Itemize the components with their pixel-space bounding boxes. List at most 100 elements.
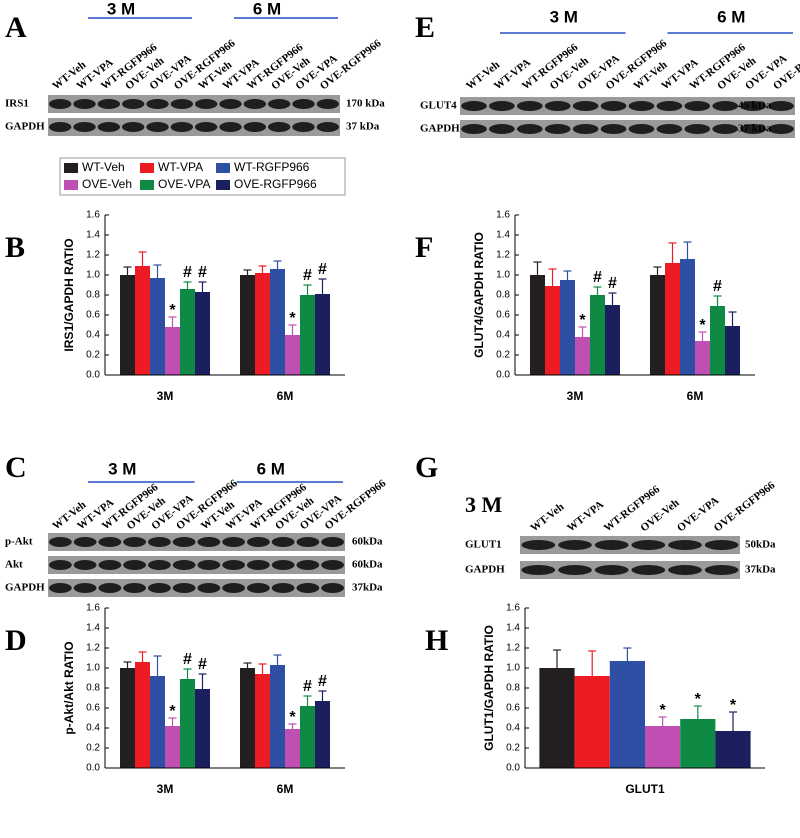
band: [558, 540, 592, 550]
band: [704, 565, 739, 575]
y-tick-label: 0.8: [506, 683, 520, 694]
bar: [574, 676, 610, 768]
bar: [255, 674, 270, 768]
bar: [135, 266, 150, 375]
group-label: 3 M: [550, 7, 578, 26]
group-label: 6 M: [257, 459, 285, 478]
bar: [530, 275, 545, 375]
band: [219, 122, 242, 132]
row-label: GAPDH: [5, 121, 45, 133]
band: [147, 560, 171, 570]
band: [594, 565, 629, 575]
band: [684, 101, 711, 111]
significance-marker: *: [730, 697, 737, 714]
y-tick-label: 0.8: [86, 683, 100, 694]
bar: [195, 689, 210, 768]
band: [222, 583, 246, 593]
band: [73, 122, 96, 132]
bar: [135, 662, 150, 768]
group-label: 3 M: [108, 459, 136, 478]
legend-label: OVE-Veh: [82, 177, 132, 191]
legend-label: WT-VPA: [158, 160, 203, 174]
band: [172, 537, 196, 547]
band: [600, 101, 627, 111]
y-tick-label: 1.4: [496, 230, 510, 241]
y-tick-label: 0.2: [496, 350, 510, 361]
band: [271, 537, 295, 547]
legend-label: OVE-RGFP966: [234, 177, 317, 191]
y-tick-label: 1.0: [506, 663, 520, 674]
significance-marker: #: [318, 261, 327, 278]
blot-strip: [48, 118, 340, 136]
band: [544, 124, 571, 134]
band: [172, 583, 196, 593]
row-label: p-Akt: [5, 536, 33, 548]
y-tick-label: 1.2: [86, 250, 100, 261]
band: [123, 583, 147, 593]
bar: [695, 341, 710, 375]
x-tick-label: 3M: [567, 389, 584, 403]
kda-label: 170 kDa: [346, 98, 385, 110]
band: [321, 537, 345, 547]
band: [48, 560, 72, 570]
y-tick-label: 1.0: [86, 663, 100, 674]
bar: [285, 335, 300, 375]
significance-marker: *: [169, 302, 176, 319]
band: [197, 560, 221, 570]
y-axis-label: IRS1/GAPDH RATIO: [62, 238, 76, 351]
y-tick-label: 0.8: [496, 290, 510, 301]
significance-marker: #: [713, 278, 722, 295]
y-tick-label: 1.2: [506, 643, 520, 654]
y-tick-label: 1.6: [496, 210, 510, 221]
bar: [285, 729, 300, 768]
blot-strip: [48, 95, 340, 113]
kda-label: 60kDa: [352, 536, 383, 548]
band: [73, 560, 97, 570]
y-tick-label: 0.6: [86, 703, 100, 714]
band: [219, 99, 242, 109]
y-tick-label: 0.4: [86, 330, 100, 341]
row-label: Akt: [5, 559, 23, 571]
blot-strip: [48, 556, 345, 574]
row-label: GAPDH: [5, 582, 45, 594]
bar: [150, 278, 165, 375]
significance-marker: *: [699, 317, 706, 334]
y-tick-label: 0.0: [496, 370, 510, 381]
band: [48, 122, 72, 132]
band: [704, 540, 739, 550]
band: [572, 101, 599, 111]
band: [271, 583, 295, 593]
band: [489, 101, 515, 111]
bar: [120, 275, 135, 375]
band: [197, 583, 221, 593]
band: [296, 583, 320, 593]
band: [73, 99, 96, 109]
bar: [270, 269, 285, 375]
bar: [315, 294, 330, 375]
y-tick-label: 0.6: [496, 310, 510, 321]
panel-label: H: [425, 624, 448, 657]
band: [222, 537, 246, 547]
band: [656, 101, 683, 111]
bar: [545, 286, 560, 375]
significance-marker: *: [579, 312, 586, 329]
band: [98, 560, 122, 570]
kda-label: 50kDa: [745, 539, 776, 551]
bar: [195, 292, 210, 375]
y-axis-label: p-Akt/Akt RATIO: [62, 641, 76, 734]
band: [521, 540, 556, 550]
significance-marker: #: [608, 275, 617, 292]
band: [243, 122, 267, 132]
band: [292, 99, 315, 109]
y-tick-label: 0.2: [86, 743, 100, 754]
significance-marker: #: [198, 656, 207, 673]
legend-swatch: [216, 180, 230, 190]
band: [170, 99, 194, 109]
bar: [715, 731, 751, 768]
band: [656, 124, 683, 134]
band: [246, 583, 270, 593]
band: [267, 122, 291, 132]
band: [668, 540, 702, 550]
band: [628, 124, 655, 134]
bar: [725, 326, 740, 375]
